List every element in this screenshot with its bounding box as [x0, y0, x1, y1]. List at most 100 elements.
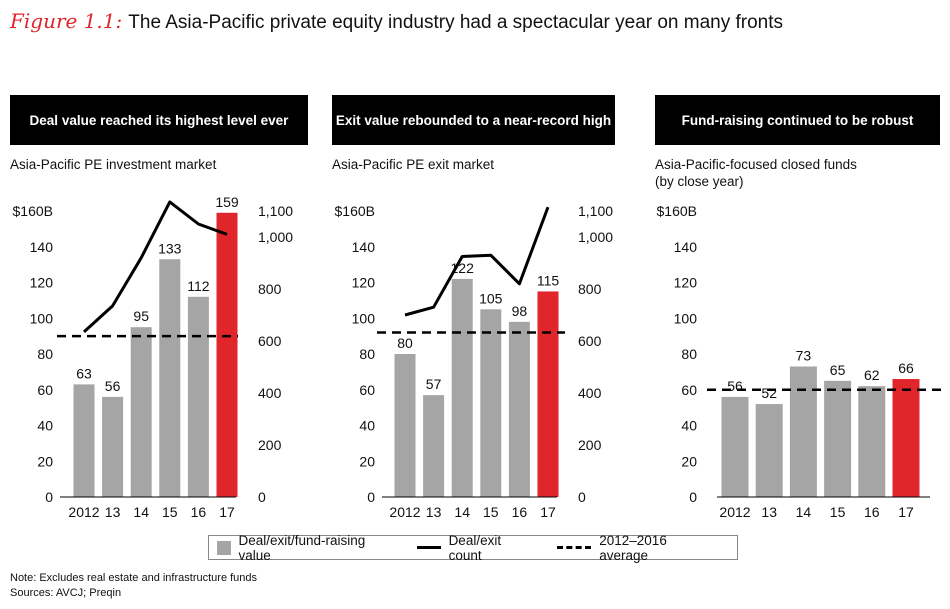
- bar: [451, 278, 473, 497]
- y-tick-label: $160B: [657, 203, 697, 219]
- bar-value-label: 56: [727, 378, 743, 394]
- y-tick-label: 0: [689, 489, 697, 505]
- bar-value-label: 63: [76, 365, 92, 381]
- y-tick-label: $160B: [13, 203, 53, 219]
- y2-tick-label: 0: [578, 489, 586, 505]
- bar-value-label: 95: [133, 308, 149, 324]
- y-tick-label: 40: [37, 418, 53, 434]
- y-tick-label: 20: [359, 453, 375, 469]
- y-tick-label: 100: [674, 310, 698, 326]
- bar: [394, 354, 416, 497]
- x-tick-label: 14: [133, 504, 149, 520]
- bar-value-label: 62: [864, 367, 880, 383]
- x-tick-label: 2012: [68, 504, 99, 520]
- panel-2-header: Exit value rebounded to a near-record hi…: [332, 95, 615, 145]
- y-tick-label: 80: [37, 346, 53, 362]
- legend-dash-swatch: [556, 546, 592, 549]
- bar: [102, 396, 124, 497]
- bar-value-label: 112: [187, 278, 210, 294]
- y-tick-label: 100: [30, 310, 54, 326]
- x-tick-label: 16: [512, 504, 528, 520]
- bar: [892, 379, 920, 497]
- x-tick-label: 15: [162, 504, 178, 520]
- bar: [423, 395, 445, 497]
- bar: [755, 404, 783, 497]
- x-tick-label: 2012: [719, 504, 750, 520]
- bar-value-label: 115: [537, 272, 560, 288]
- y-tick-label: 20: [681, 453, 697, 469]
- bar: [721, 396, 749, 497]
- y-tick-label: 140: [352, 239, 376, 255]
- x-tick-label: 2012: [389, 504, 420, 520]
- bar-value-label: 52: [761, 385, 777, 401]
- panel-2-subtitle-line: Asia-Pacific PE exit market: [332, 157, 495, 172]
- x-tick-label: 13: [761, 504, 777, 520]
- y2-tick-label: 600: [578, 333, 602, 349]
- y-tick-label: 60: [359, 382, 375, 398]
- bar-value-label: 56: [105, 378, 121, 394]
- y2-tick-label: 1,100: [578, 203, 613, 219]
- y2-tick-label: 600: [258, 333, 282, 349]
- bar: [187, 296, 209, 497]
- legend-average: 2012–2016 average: [556, 532, 715, 563]
- y-tick-label: 120: [352, 275, 376, 291]
- y-tick-label: 0: [45, 489, 53, 505]
- x-tick-label: 17: [898, 504, 914, 520]
- panel-1-subtitle: Asia-Pacific PE investment market: [10, 156, 216, 173]
- legend-average-label: 2012–2016 average: [599, 532, 667, 563]
- y-tick-label: $160B: [335, 203, 375, 219]
- x-tick-label: 16: [864, 504, 880, 520]
- x-tick-label: 17: [540, 504, 556, 520]
- footnote-note: Note: Excludes real estate and infrastru…: [10, 572, 258, 584]
- panel-3-subtitle-line-1: Asia-Pacific-focused closed funds: [655, 157, 857, 172]
- bar-value-label: 80: [397, 335, 413, 351]
- bar: [130, 327, 152, 497]
- y-tick-label: 140: [674, 239, 698, 255]
- bar: [216, 212, 238, 497]
- x-tick-label: 15: [483, 504, 499, 520]
- count-line: [404, 206, 550, 317]
- y-tick-label: 140: [30, 239, 54, 255]
- legend: Deal/exit/fund-raising value Deal/exit c…: [208, 532, 738, 563]
- y-tick-label: 40: [681, 418, 697, 434]
- bar-value-label: 105: [479, 290, 503, 306]
- y2-tick-label: 0: [258, 489, 266, 505]
- legend-bar-swatch: [217, 540, 231, 555]
- y-tick-label: 100: [352, 310, 376, 326]
- count-line: [82, 200, 228, 334]
- x-tick-label: 15: [830, 504, 846, 520]
- bar-value-label: 65: [830, 362, 846, 378]
- y-tick-label: 80: [359, 346, 375, 362]
- y2-tick-label: 1,000: [578, 229, 613, 245]
- bar: [73, 384, 95, 497]
- legend-value-label: Deal/exit/fund-raising value: [238, 532, 366, 563]
- bar: [508, 321, 530, 497]
- y2-tick-label: 1,100: [258, 203, 293, 219]
- y-tick-label: 0: [367, 489, 375, 505]
- legend-value: Deal/exit/fund-raising value: [217, 533, 395, 563]
- bar: [480, 309, 502, 497]
- panel-1-header: Deal value reached its highest level eve…: [10, 95, 308, 145]
- x-tick-label: 17: [219, 504, 235, 520]
- y2-tick-label: 800: [578, 281, 602, 297]
- x-tick-label: 16: [191, 504, 207, 520]
- y-tick-label: 80: [681, 346, 697, 362]
- footnote-sources: Sources: AVCJ; Preqin: [10, 587, 122, 599]
- bar-value-label: 98: [512, 303, 528, 319]
- bar: [824, 380, 852, 497]
- y2-tick-label: 200: [258, 437, 282, 453]
- y2-tick-label: 200: [578, 437, 602, 453]
- y-tick-label: 120: [30, 275, 54, 291]
- panel-1-subtitle-line: Asia-Pacific PE investment market: [10, 157, 217, 172]
- bar-value-label: 159: [215, 194, 239, 210]
- figure-title: Figure 1.1: The Asia-Pacific private equi…: [10, 9, 783, 34]
- x-tick-label: 14: [454, 504, 470, 520]
- panel-3-subtitle-line-2: (by close year): [655, 174, 744, 189]
- legend-count-label: Deal/exit count: [448, 532, 502, 563]
- figure-title-text: The Asia-Pacific private equity industry…: [128, 12, 784, 33]
- y2-tick-label: 800: [258, 281, 282, 297]
- bar-value-label: 66: [898, 360, 914, 376]
- figure-label: Figure 1.1:: [10, 9, 123, 33]
- y-tick-label: 40: [359, 418, 375, 434]
